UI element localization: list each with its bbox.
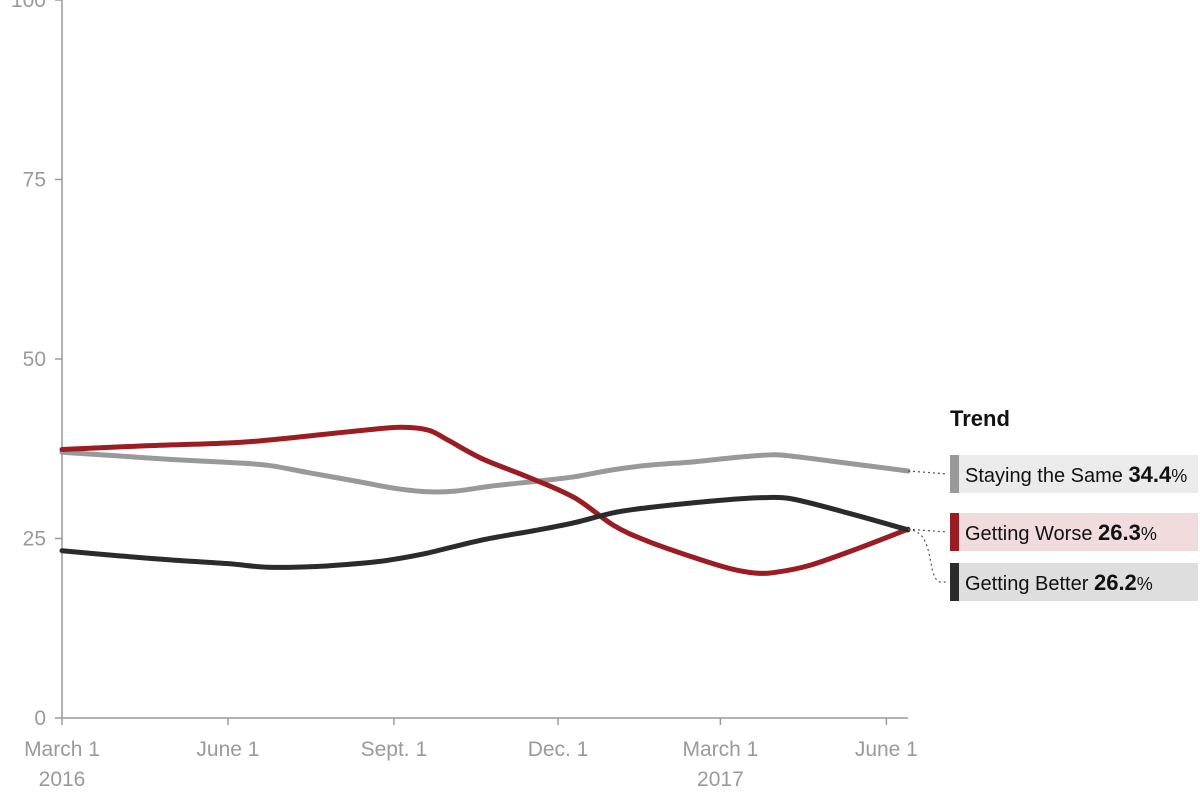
x-tick-label: Sept. 1 [361,738,428,761]
x-tick-label: March 1 [24,738,100,761]
legend-item-background [950,455,1198,493]
legend-label: Staying the Same 34.4% [965,462,1187,487]
series-line-getting-better [59,494,911,570]
y-axis: 0 25 50 75 100 [11,0,63,730]
legend-swatch [950,455,959,493]
legend-series-unit: % [1141,524,1157,544]
legend-item-getting-worse: Getting Worse 26.3% [907,513,1198,551]
x-tick-year-label: 2016 [39,768,86,791]
legend-series-value: 34.4 [1128,462,1172,487]
legend-item-staying-the-same: Staying the Same 34.4% [907,455,1198,493]
series-lines [59,424,911,576]
y-tick-label: 75 [23,169,46,192]
legend-connector [907,470,949,475]
legend-series-unit: % [1171,466,1187,486]
legend-connector [907,528,949,533]
legend-series-name: Getting Worse [965,523,1098,545]
series-line-getting-worse [59,424,911,576]
legend-series-value: 26.2 [1094,570,1137,595]
legend-item-background [950,513,1198,551]
x-tick-year-label: 2017 [697,768,744,791]
x-axis: March 1 2016 June 1 Sept. 1 Dec. 1 March 1 201… [24,717,918,791]
legend-swatch [950,513,959,551]
legend-series-value: 26.3 [1098,520,1141,545]
legend-series-unit: % [1137,574,1153,594]
legend-label: Getting Better 26.2% [965,570,1153,595]
legend-connector [907,529,948,583]
y-tick-label: 0 [34,707,46,730]
series-line-staying-the-same [59,449,911,495]
y-tick-label: 25 [23,528,46,551]
legend-swatch [950,563,959,601]
legend-series-name: Staying the Same [965,465,1128,487]
legend-item-background [950,563,1198,601]
legend-series-name: Getting Better [965,573,1094,595]
x-tick-label: June 1 [196,738,259,761]
legend-title: Trend [950,406,1010,431]
legend-label: Getting Worse 26.3% [965,520,1157,545]
x-tick-label: Dec. 1 [528,738,589,761]
x-tick-label: June 1 [855,738,918,761]
legend-item-getting-better: Getting Better 26.2% [907,529,1198,601]
x-tick-label: March 1 [682,738,758,761]
y-tick-label: 100 [11,0,46,12]
y-tick-label: 50 [23,348,46,371]
